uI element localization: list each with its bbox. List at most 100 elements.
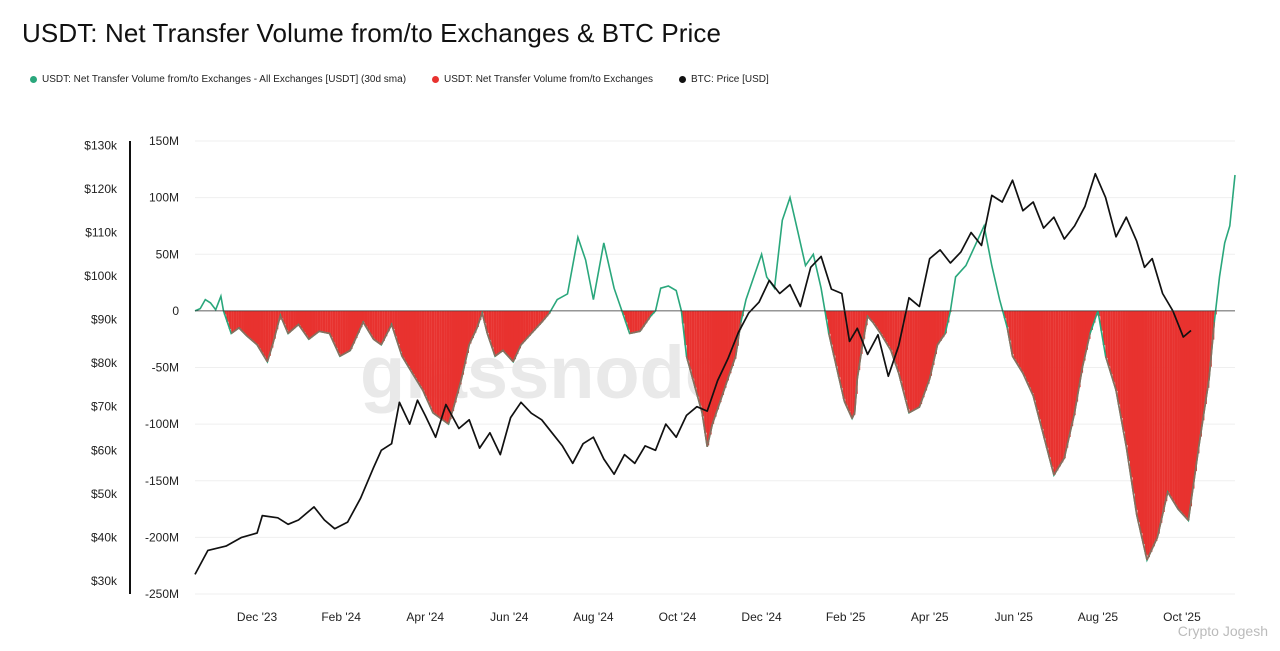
volume-bar xyxy=(444,310,447,422)
volume-bar xyxy=(1021,310,1024,372)
volume-bar xyxy=(899,310,903,381)
volume-bar xyxy=(233,310,237,332)
volume-bar xyxy=(496,310,499,355)
series-lines xyxy=(194,172,1236,575)
volume-bar xyxy=(280,310,284,319)
volume-bar xyxy=(1115,310,1118,391)
volume-bar xyxy=(1110,310,1113,375)
volume-bar xyxy=(466,310,469,353)
volume-bar xyxy=(1100,310,1103,331)
legend-item-sma[interactable]: USDT: Net Transfer Volume from/to Exchan… xyxy=(30,74,406,85)
volume-bar xyxy=(825,310,829,320)
volume-bar xyxy=(255,310,259,345)
volume-bar xyxy=(364,310,368,327)
volume-bar xyxy=(530,310,534,334)
volume-bar xyxy=(345,310,348,353)
volume-bar xyxy=(889,310,893,351)
volume-bar xyxy=(424,310,427,396)
volume-bar xyxy=(860,310,863,354)
left-tick-label: $70k xyxy=(91,400,118,414)
volume-bar xyxy=(518,310,521,349)
volume-bar xyxy=(701,310,705,417)
volume-bar xyxy=(1144,310,1148,555)
legend-swatch-sma xyxy=(30,76,37,83)
volume-bar xyxy=(236,310,239,330)
x-tick-label: Feb '24 xyxy=(321,610,361,624)
legend-item-btc[interactable]: BTC: Price [USD] xyxy=(679,74,769,85)
volume-bar xyxy=(1090,310,1093,330)
volume-bar xyxy=(342,310,346,355)
right-tick-label: -100M xyxy=(145,417,179,431)
volume-bar xyxy=(533,310,536,331)
volume-bar xyxy=(1117,310,1121,405)
volume-bar xyxy=(1033,310,1037,401)
volume-bar xyxy=(1206,310,1210,388)
left-tick-label: $50k xyxy=(91,487,118,501)
volume-bar xyxy=(1112,310,1116,383)
volume-bar xyxy=(241,310,244,331)
volume-bar xyxy=(1055,310,1059,471)
volume-bar xyxy=(699,310,702,406)
x-tick-label: Oct '24 xyxy=(659,610,697,624)
volume-bar xyxy=(855,310,858,394)
volume-bar xyxy=(1018,310,1022,368)
volume-bar xyxy=(1127,310,1131,462)
volume-bar xyxy=(510,310,514,361)
volume-bar xyxy=(468,310,472,344)
volume-bar xyxy=(931,310,935,365)
volume-bar xyxy=(228,310,232,329)
volume-bar xyxy=(1085,310,1089,350)
volume-bar xyxy=(837,310,841,378)
volume-bar xyxy=(1199,310,1202,437)
volume-bar xyxy=(327,310,331,334)
x-tick-label: Apr '25 xyxy=(911,610,949,624)
volume-bar xyxy=(310,310,313,338)
volume-bar xyxy=(1070,310,1074,427)
volume-bar xyxy=(1162,310,1165,512)
volume-bar xyxy=(736,310,739,346)
volume-bar xyxy=(714,310,717,417)
volume-bar xyxy=(647,310,650,320)
volume-bar xyxy=(1179,310,1183,512)
volume-bar xyxy=(520,310,524,344)
x-tick-label: Apr '24 xyxy=(406,610,444,624)
volume-bar xyxy=(535,310,539,328)
volume-bar xyxy=(1191,310,1195,489)
legend-item-volume[interactable]: USDT: Net Transfer Volume from/to Exchan… xyxy=(432,74,653,85)
volume-bar xyxy=(634,310,638,333)
volume-bar xyxy=(431,310,435,413)
volume-bar xyxy=(716,310,720,410)
volume-bar xyxy=(335,310,338,349)
volume-bar xyxy=(644,310,648,324)
volume-bar xyxy=(478,310,482,320)
volume-bar xyxy=(1082,310,1086,361)
volume-bar xyxy=(1030,310,1034,394)
volume-bar xyxy=(411,310,415,375)
volume-bar xyxy=(426,310,430,402)
volume-bar xyxy=(1209,310,1212,367)
volume-bar xyxy=(392,310,395,329)
volume-bar xyxy=(1182,310,1185,515)
left-tick-label: $90k xyxy=(91,313,118,327)
legend-label-btc: BTC: Price [USD] xyxy=(691,74,769,85)
volume-bar xyxy=(394,310,398,337)
volume-bar xyxy=(246,310,249,337)
volume-bar xyxy=(1177,310,1180,510)
volume-bar xyxy=(258,310,261,349)
volume-bar xyxy=(718,310,722,403)
volume-bar xyxy=(471,310,474,339)
volume-bar xyxy=(870,310,873,321)
volume-bar xyxy=(399,310,403,352)
volume-bar xyxy=(946,310,950,323)
volume-bar xyxy=(486,310,489,333)
volume-bar xyxy=(939,310,942,341)
volume-bar xyxy=(731,310,734,366)
volume-bar xyxy=(1060,310,1064,463)
volume-bar xyxy=(498,310,502,353)
volume-bar xyxy=(629,310,633,334)
volume-bar xyxy=(711,310,715,424)
volume-bar xyxy=(508,310,512,358)
volume-bar xyxy=(1016,310,1019,364)
x-tick-label: Aug '25 xyxy=(1078,610,1119,624)
volume-bar xyxy=(243,310,247,334)
